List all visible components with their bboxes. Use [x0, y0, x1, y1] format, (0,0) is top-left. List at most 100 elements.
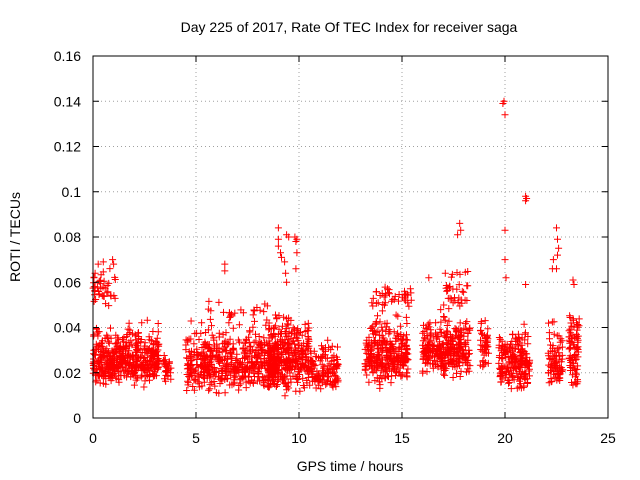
data-point	[569, 341, 577, 349]
data-point	[252, 330, 259, 338]
data-point	[480, 351, 488, 359]
data-point	[229, 324, 237, 332]
data-point	[368, 299, 376, 307]
x-axis-label: GPS time / hours	[297, 458, 404, 474]
data-point	[268, 363, 275, 370]
data-point	[553, 362, 561, 369]
data-point	[550, 353, 558, 361]
data-point	[448, 270, 456, 278]
data-point	[187, 357, 195, 365]
data-point	[446, 358, 454, 366]
axis-ticks	[92, 55, 609, 419]
data-point	[568, 333, 576, 341]
data-point	[455, 281, 463, 289]
data-point	[286, 369, 294, 377]
data-point	[249, 323, 257, 331]
data-point	[524, 333, 532, 340]
data-point	[90, 297, 98, 305]
data-point	[515, 373, 523, 381]
y-tick-label: 0.02	[54, 365, 81, 381]
data-point	[334, 360, 342, 368]
data-point	[495, 334, 503, 341]
data-point	[365, 333, 373, 341]
data-point	[283, 320, 291, 328]
data-point	[454, 231, 462, 239]
data-point	[388, 352, 396, 360]
data-point	[284, 341, 291, 349]
data-point	[507, 385, 515, 393]
data-point	[248, 367, 256, 375]
data-point	[496, 364, 504, 372]
data-point	[285, 384, 293, 392]
data-point	[379, 356, 387, 364]
data-point	[404, 291, 412, 299]
data-point	[135, 333, 143, 340]
data-point	[167, 375, 175, 383]
data-point	[481, 317, 489, 325]
data-point	[464, 356, 472, 364]
data-point	[424, 352, 432, 360]
data-point	[402, 313, 410, 321]
data-point	[552, 367, 560, 375]
data-point	[404, 299, 412, 307]
data-point	[194, 378, 202, 386]
data-point	[160, 352, 168, 359]
data-point	[383, 323, 391, 331]
data-point	[505, 360, 513, 368]
data-point	[332, 373, 340, 381]
data-point	[446, 283, 453, 291]
data-point	[151, 372, 159, 380]
y-tick-labels: 0 0.02 0.04 0.06 0.08 0.1 0.12 0.14 0.16	[54, 48, 81, 426]
data-point	[103, 289, 111, 297]
data-point	[511, 345, 519, 353]
data-point	[460, 288, 468, 296]
data-point	[442, 365, 450, 373]
data-point	[430, 341, 438, 349]
data-point	[277, 249, 284, 257]
data-point	[107, 362, 115, 370]
data-point	[282, 269, 290, 277]
data-point	[113, 365, 121, 372]
data-point	[395, 333, 402, 341]
data-point	[205, 386, 213, 394]
data-point	[367, 351, 375, 359]
data-point	[555, 344, 563, 352]
data-point	[306, 347, 314, 355]
data-point	[265, 326, 273, 334]
data-point	[274, 370, 282, 378]
data-point	[395, 297, 402, 305]
data-point	[279, 374, 287, 382]
data-point	[138, 319, 146, 327]
data-point	[573, 344, 581, 352]
data-point	[396, 369, 404, 377]
data-point	[422, 359, 430, 367]
data-point	[275, 343, 282, 351]
data-point	[131, 367, 139, 375]
data-point	[143, 316, 151, 324]
data-point	[426, 338, 434, 346]
data-point	[419, 355, 427, 363]
data-point	[134, 345, 142, 353]
y-axis-label: ROTI / TECUs	[7, 192, 23, 282]
data-point	[557, 335, 565, 343]
data-point	[445, 349, 453, 357]
data-point	[381, 301, 388, 309]
data-point	[235, 321, 243, 329]
data-point	[444, 328, 452, 336]
data-point	[368, 357, 375, 365]
data-point	[105, 366, 113, 374]
data-point	[281, 392, 289, 400]
data-point	[558, 343, 566, 351]
data-point	[99, 372, 107, 380]
data-point	[547, 360, 555, 368]
data-point	[187, 369, 194, 377]
data-point	[455, 325, 463, 333]
data-point	[249, 311, 257, 319]
data-point	[190, 386, 198, 394]
data-point	[463, 318, 471, 326]
data-point	[324, 336, 332, 344]
data-point	[235, 363, 243, 371]
data-point	[163, 367, 171, 374]
data-point	[107, 291, 115, 299]
data-point	[228, 353, 236, 361]
